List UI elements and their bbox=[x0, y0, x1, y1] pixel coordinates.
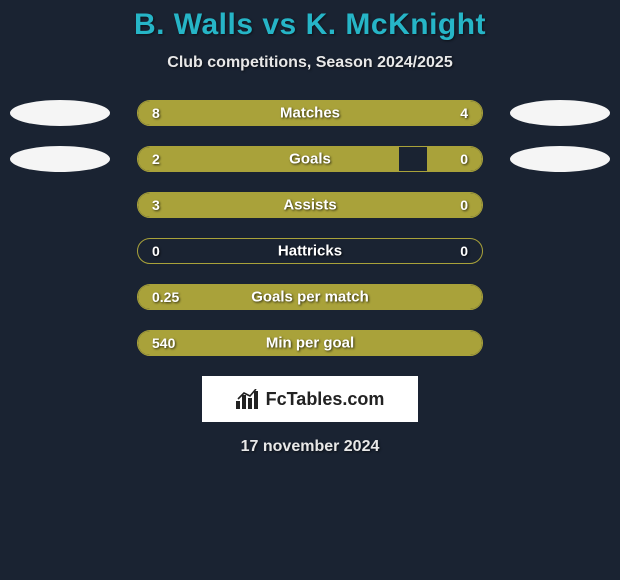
comparison-row: Matches84 bbox=[0, 100, 620, 126]
stat-label: Hattricks bbox=[138, 243, 482, 260]
bar-track: Assists30 bbox=[137, 192, 483, 218]
player-badge-left bbox=[10, 100, 110, 126]
bar-fill-right bbox=[427, 147, 482, 171]
logo-text: FcTables.com bbox=[266, 389, 385, 410]
bar-fill-full bbox=[138, 285, 482, 309]
bar-track: Hattricks0 0 bbox=[137, 238, 483, 264]
logo-badge: FcTables.com bbox=[202, 376, 418, 422]
value-left: 0 bbox=[152, 243, 160, 259]
comparison-row: Assists30 bbox=[0, 192, 620, 218]
date-label: 17 november 2024 bbox=[0, 438, 620, 456]
bar-track: Goals per match0.25 bbox=[137, 284, 483, 310]
bar-track: Goals20 bbox=[137, 146, 483, 172]
bar-fill-left bbox=[138, 147, 399, 171]
logo-inner: FcTables.com bbox=[236, 389, 385, 410]
comparison-rows: Matches84 Goals20 Assists30 Hattricks0 0 Goal… bbox=[0, 100, 620, 356]
value-right: 0 bbox=[460, 243, 468, 259]
bar-fill-full bbox=[138, 193, 482, 217]
bar-track: Min per goal540 bbox=[137, 330, 483, 356]
comparison-row: Min per goal540 bbox=[0, 330, 620, 356]
player-badge-right bbox=[510, 100, 610, 126]
bar-fill-left bbox=[138, 101, 367, 125]
page-title: B. Walls vs K. McKnight bbox=[0, 8, 620, 42]
bar-fill-right bbox=[367, 101, 482, 125]
comparison-row: Goals per match0.25 bbox=[0, 284, 620, 310]
subtitle: Club competitions, Season 2024/2025 bbox=[0, 54, 620, 72]
bar-track: Matches84 bbox=[137, 100, 483, 126]
bar-chart-icon bbox=[236, 389, 260, 409]
comparison-row: Hattricks0 0 bbox=[0, 238, 620, 264]
player-badge-left bbox=[10, 146, 110, 172]
comparison-row: Goals20 bbox=[0, 146, 620, 172]
player-badge-right bbox=[510, 146, 610, 172]
bar-fill-full bbox=[138, 331, 482, 355]
comparison-infographic: B. Walls vs K. McKnight Club competition… bbox=[0, 0, 620, 456]
